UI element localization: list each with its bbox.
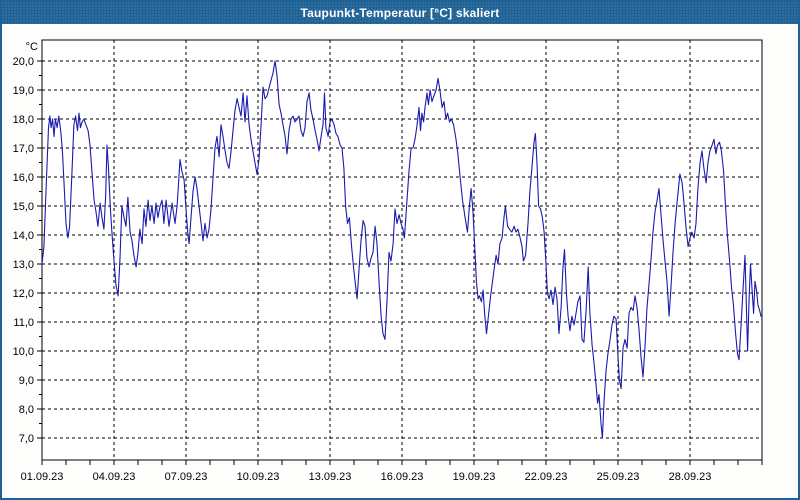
x-axis-tick-label: 04.09.23 [93, 471, 136, 483]
y-axis-tick-label: 8,0 [19, 404, 34, 416]
x-tick-labels: 01.09.23 04.09.23 07.09.23 10.09.23 13.09.23… [21, 471, 712, 483]
y-axis-tick-label: 11,0 [13, 317, 34, 329]
y-tick-labels: 20,0 19,0 18,0 17,0 16,0 15,0 14,0 13,0 12,0 11,0… [13, 56, 34, 445]
x-axis-tick-label: 25.09.23 [597, 471, 640, 483]
x-gridlines [113, 40, 691, 460]
x-axis-tick-label: 07.09.23 [165, 471, 208, 483]
y-axis-tick-label: 12,0 [13, 288, 34, 300]
y-axis-unit-label: °C [26, 41, 38, 53]
y-axis-tick-label: 14,0 [13, 230, 34, 242]
chart-title: Taupunkt-Temperatur [°C] skaliert [300, 6, 500, 20]
x-axis-tick-label: 01.09.23 [21, 471, 64, 483]
x-axis-tick-label: 10.09.23 [237, 471, 280, 483]
x-axis-tick-label: 16.09.23 [381, 471, 424, 483]
y-axis-tick-label: 20,0 [13, 56, 34, 68]
x-axis-tick-label: 28.09.23 [669, 471, 712, 483]
y-axis-tick-label: 15,0 [13, 201, 34, 213]
dewpoint-line-series [41, 60, 762, 439]
y-axis-tick-label: 13,0 [13, 259, 34, 271]
x-axis-tick-label: 22.09.23 [525, 471, 568, 483]
x-axis-tick-label: 19.09.23 [453, 471, 496, 483]
y-axis-tick-label: 10,0 [13, 346, 34, 358]
x-axis-tick-label: 13.09.23 [309, 471, 352, 483]
y-axis-tick-label: 17,0 [13, 143, 34, 155]
y-axis-tick-label: 18,0 [13, 114, 34, 126]
dewpoint-chart-svg: 20,0 19,0 18,0 17,0 16,0 15,0 14,0 13,0 12,0 11,0… [13, 39, 763, 483]
chart-plot-container: 20,0 19,0 18,0 17,0 16,0 15,0 14,0 13,0 12,0 11,0… [2, 24, 798, 498]
y-axis-tick-label: 7,0 [19, 433, 34, 445]
y-axis-tick-label: 16,0 [13, 172, 34, 184]
y-axis-tick-label: 9,0 [19, 375, 34, 387]
chart-title-bar: Taupunkt-Temperatur [°C] skaliert [2, 2, 798, 24]
y-axis-tick-label: 19,0 [13, 85, 34, 97]
x-ticks [41, 460, 763, 465]
